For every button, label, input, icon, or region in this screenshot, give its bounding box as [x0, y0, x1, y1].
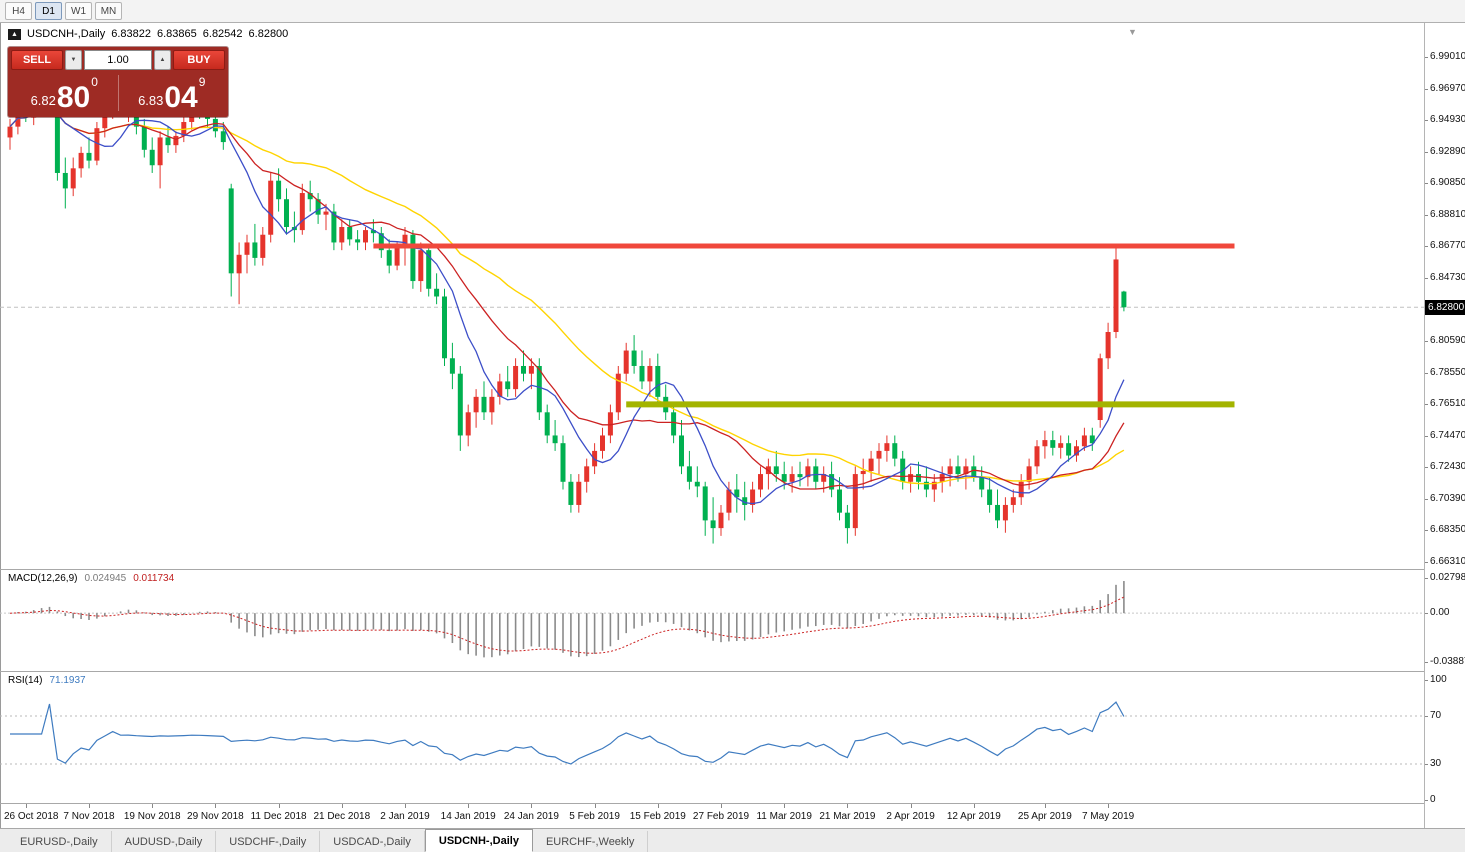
ohlc-high: 6.83865	[157, 28, 197, 40]
price-axis-label: 6.70390	[1430, 492, 1465, 504]
candles	[7, 75, 1127, 544]
symbol-tab-usdchf-daily[interactable]: USDCHF-,Daily	[216, 831, 321, 852]
rsi-panel[interactable]: RSI(14) 71.1937	[0, 672, 1424, 803]
date-axis-label: 7 Nov 2018	[63, 811, 115, 822]
ohlc-low: 6.82542	[202, 28, 243, 40]
chart-shift-icon[interactable]: ▼	[1128, 27, 1137, 37]
price-axis-label: 6.94930	[1430, 114, 1465, 125]
rsi-indicator-chart[interactable]	[0, 672, 1424, 803]
date-axis-label: 11 Dec 2018	[250, 811, 307, 822]
date-axis-label: 7 May 2019	[1081, 811, 1135, 822]
price-axis-label: 6.84730	[1430, 271, 1465, 283]
price-axis-label: 6.72430	[1430, 461, 1465, 473]
rsi-axis-label: 0	[1430, 794, 1436, 805]
rsi-axis-label: 100	[1430, 674, 1447, 685]
buy-price[interactable]: 6.83 04 9	[119, 72, 226, 114]
date-axis-label: 12 Apr 2019	[946, 811, 1001, 822]
macd-indicator-chart[interactable]	[0, 570, 1424, 671]
price-axis-label: 6.90850	[1430, 177, 1465, 188]
rsi-label: RSI(14) 71.1937	[8, 675, 86, 686]
ohlc-close: 6.82800	[248, 28, 289, 40]
timeframe-button-w1[interactable]: W1	[65, 2, 92, 20]
price-axis-label: 6.96970	[1430, 82, 1465, 94]
price-axis-label: 6.99010	[1430, 51, 1465, 62]
date-axis-label: 26 Oct 2018	[4, 811, 59, 822]
lot-size-input[interactable]	[84, 50, 152, 70]
chart-symbol-period: USDCNH-,Daily	[27, 28, 106, 40]
ohlc-open: 6.83822	[111, 28, 151, 40]
chart-expand-icon[interactable]: ▲	[8, 28, 21, 40]
lot-increase-button[interactable]: ▲	[154, 50, 171, 70]
rsi-value: 71.1937	[49, 675, 86, 686]
price-axis-label: 6.66310	[1430, 555, 1465, 567]
timeframe-button-group: H4 D1 W1 MN	[5, 2, 122, 20]
timeframe-toolbar: H4 D1 W1 MN	[0, 0, 1465, 23]
symbol-tab-audusd-daily[interactable]: AUDUSD-,Daily	[112, 831, 217, 852]
date-axis-label: 15 Feb 2019	[629, 811, 686, 822]
rsi-axis-label: 30	[1430, 758, 1442, 769]
symbol-tab-usdcad-daily[interactable]: USDCAD-,Daily	[320, 831, 425, 852]
price-divider	[117, 75, 119, 111]
price-axis-label: 6.68350	[1430, 524, 1465, 536]
panel-separator[interactable]	[0, 569, 1465, 570]
price-axis[interactable]: 6.82800 6.99010 6.96970 6.94930 6.92890 6.90…	[1424, 23, 1465, 828]
buy-price-main: 04	[164, 80, 198, 114]
buy-button[interactable]: BUY	[173, 50, 225, 70]
buy-price-prefix: 6.83	[138, 93, 164, 108]
date-axis-label: 14 Jan 2019	[440, 811, 496, 822]
date-axis-label: 2 Apr 2019	[886, 811, 935, 822]
macd-name: MACD(12,26,9)	[8, 573, 78, 584]
date-axis-label: 21 Mar 2019	[819, 811, 876, 822]
price-axis-label: 6.92890	[1430, 145, 1465, 157]
macd-axis-label: 0.027984	[1430, 572, 1465, 583]
date-axis-label: 5 Feb 2019	[569, 811, 620, 822]
symbol-tab-eurusd-daily[interactable]: EURUSD-,Daily	[7, 831, 112, 852]
macd-label: MACD(12,26,9) 0.024945 0.011734	[8, 573, 174, 584]
one-click-trading-panel: SELL ▼ ▲ BUY 6.82 80 0 6.83 04 9	[8, 47, 228, 117]
macd-axis-label: -0.038874	[1430, 656, 1465, 667]
macd-main-value: 0.024945	[84, 573, 127, 584]
timeframe-button-h4[interactable]: H4	[5, 2, 32, 20]
sell-price-pip: 0	[91, 75, 98, 89]
date-axis-label: 25 Apr 2019	[1017, 811, 1072, 822]
date-axis[interactable]: 26 Oct 2018 7 Nov 2018 19 Nov 2018 29 Nov 2…	[0, 804, 1424, 828]
panel-separator[interactable]	[0, 671, 1465, 672]
date-axis-label: 2 Jan 2019	[380, 811, 430, 822]
price-axis-label: 6.74470	[1430, 429, 1465, 441]
price-axis-label: 6.80590	[1430, 335, 1465, 347]
timeframe-button-d1[interactable]: D1	[35, 2, 62, 20]
price-axis-label: 6.76510	[1430, 398, 1465, 410]
price-axis-label: 6.78550	[1430, 366, 1465, 378]
main-chart-panel[interactable]: ▲ USDCNH-,Daily 6.83822 6.83865 6.82542 …	[0, 23, 1424, 569]
date-axis-label: 29 Nov 2018	[187, 811, 244, 822]
sell-price[interactable]: 6.82 80 0	[11, 72, 118, 114]
symbol-tabs-bar: EURUSD-,Daily AUDUSD-,Daily USDCHF-,Daily U…	[0, 828, 1465, 852]
sell-button[interactable]: SELL	[11, 50, 63, 70]
timeframe-button-mn[interactable]: MN	[95, 2, 122, 20]
lot-decrease-button[interactable]: ▼	[65, 50, 82, 70]
macd-axis-label: 0.00	[1430, 607, 1450, 619]
panel-separator	[0, 803, 1465, 804]
macd-signal-value: 0.011734	[133, 573, 175, 584]
date-axis-label: 24 Jan 2019	[503, 811, 559, 822]
rsi-axis-label: 70	[1430, 710, 1442, 721]
date-axis-label: 21 Dec 2018	[313, 811, 371, 822]
rsi-name: RSI(14)	[8, 675, 43, 686]
date-axis-label: 11 Mar 2019	[756, 811, 812, 822]
sell-price-main: 80	[56, 80, 91, 114]
price-axis-label: 6.88810	[1430, 208, 1465, 220]
chart-title: ▲ USDCNH-,Daily 6.83822 6.83865 6.82542 …	[8, 28, 288, 40]
current-price-badge: 6.82800	[1425, 300, 1465, 316]
date-axis-label: 27 Feb 2019	[692, 811, 750, 822]
price-axis-label: 6.86770	[1430, 240, 1465, 251]
sell-price-prefix: 6.82	[30, 93, 56, 108]
macd-panel[interactable]: MACD(12,26,9) 0.024945 0.011734	[0, 570, 1424, 671]
symbol-tab-usdcnh-daily[interactable]: USDCNH-,Daily	[424, 829, 533, 852]
buy-price-pip: 9	[198, 75, 206, 89]
date-axis-label: 19 Nov 2018	[123, 811, 181, 822]
symbol-tab-eurchf-weekly[interactable]: EURCHF-,Weekly	[533, 831, 649, 852]
